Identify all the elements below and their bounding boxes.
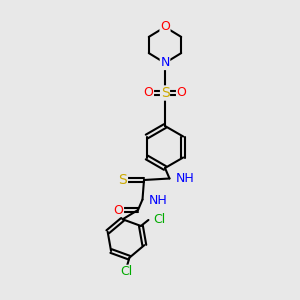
Text: NH: NH [176,172,194,185]
Text: O: O [177,86,186,100]
Text: Cl: Cl [120,265,133,278]
Text: O: O [160,20,170,34]
Text: Cl: Cl [153,214,165,226]
Text: O: O [144,86,153,100]
Text: S: S [118,173,127,187]
Text: O: O [114,203,123,217]
Text: S: S [160,86,169,100]
Text: NH: NH [148,194,167,208]
Text: N: N [160,56,170,70]
